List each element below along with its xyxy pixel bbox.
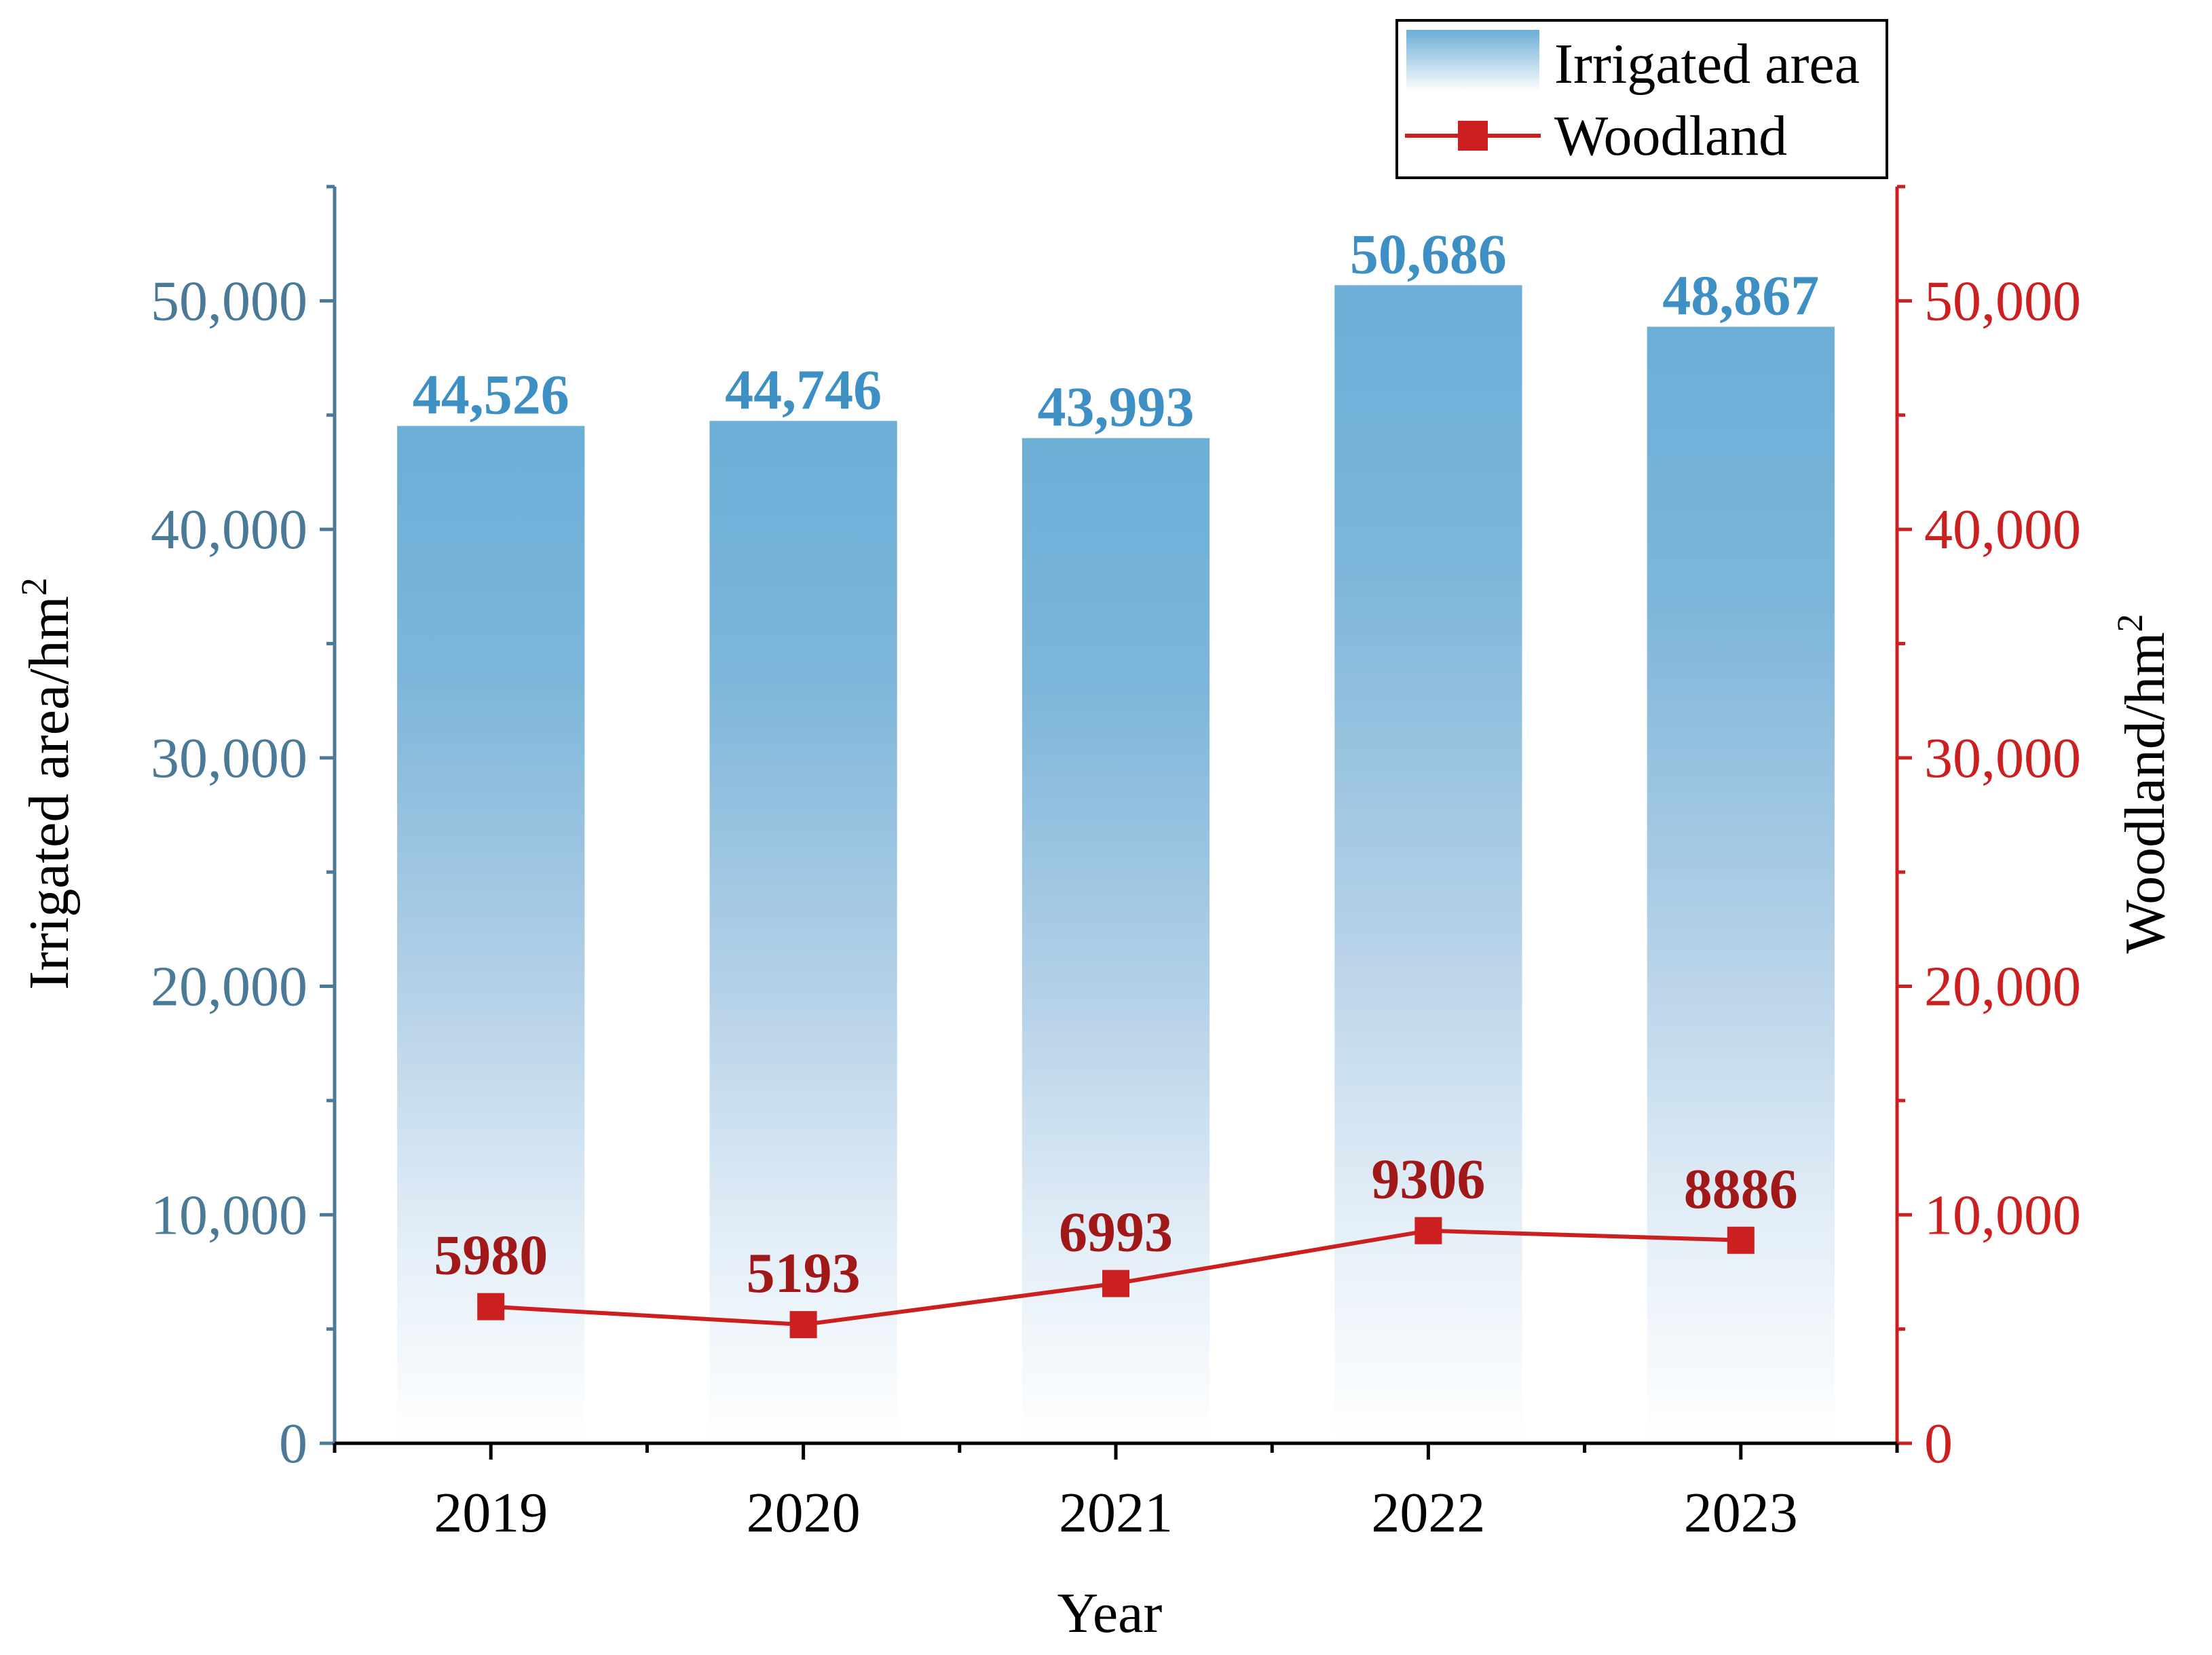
x-tick-label-2019: 2019 <box>434 1481 548 1544</box>
legend-marker-swatch <box>1458 121 1488 151</box>
y-left-tick-label: 10,000 <box>151 1183 307 1247</box>
woodland-marker-2023 <box>1727 1226 1755 1254</box>
bar-2019 <box>397 425 585 1443</box>
y-axis-left-title-superscript: 2 <box>14 577 54 596</box>
y-axis-left-title-text: Irrigated area/hm <box>18 596 81 990</box>
bar-value-label-2020: 44,746 <box>725 358 882 421</box>
bar-value-label-2021: 43,993 <box>1038 376 1195 439</box>
legend-bar-swatch <box>1406 30 1539 92</box>
line-layer <box>477 1217 1755 1339</box>
y-axis-right-title: Woodland/hm2 <box>2110 614 2177 954</box>
legend-label-woodland: Woodland <box>1554 104 1787 168</box>
bar-2022 <box>1334 285 1522 1443</box>
y-right-tick-label: 30,000 <box>1924 727 2081 790</box>
y-axis-right-title-superscript: 2 <box>2110 614 2150 632</box>
bar-value-label-2019: 44,526 <box>413 364 569 427</box>
woodland-value-label-2020: 5193 <box>747 1242 861 1305</box>
x-tick-label-2022: 2022 <box>1371 1481 1485 1544</box>
woodland-value-label-2022: 9306 <box>1371 1148 1485 1211</box>
labels-layer: 0 10,000 20,000 30,000 40,000 50,000 0 10,000 20… <box>151 223 2081 1544</box>
legend: Irrigated area Woodland <box>1395 19 1888 179</box>
woodland-marker-2021 <box>1102 1270 1129 1297</box>
woodland-marker-2020 <box>789 1311 817 1339</box>
woodland-marker-2019 <box>477 1293 505 1320</box>
woodland-value-label-2023: 8886 <box>1684 1158 1798 1221</box>
bar-value-label-2023: 48,867 <box>1662 265 1819 328</box>
y-left-tick-label: 40,000 <box>151 498 307 561</box>
woodland-value-label-2021: 6993 <box>1059 1201 1173 1264</box>
y-right-tick-label: 50,000 <box>1924 269 2081 332</box>
y-axis-left-title: Irrigated area/hm2 <box>14 577 81 990</box>
bars-layer <box>397 285 1835 1443</box>
y-left-tick-label: 30,000 <box>151 727 307 790</box>
woodland-marker-2022 <box>1414 1217 1442 1244</box>
y-left-tick-label: 20,000 <box>151 955 307 1019</box>
bar-value-label-2022: 50,686 <box>1350 223 1507 286</box>
y-left-tick-label: 50,000 <box>151 269 307 332</box>
y-right-tick-label: 0 <box>1924 1412 1953 1475</box>
y-axis-right-title-text: Woodland/hm <box>2114 632 2177 954</box>
x-axis-title: Year <box>1057 1582 1163 1645</box>
legend-label-irrigated: Irrigated area <box>1554 33 1860 96</box>
bar-2020 <box>709 421 897 1443</box>
x-tick-label-2023: 2023 <box>1684 1481 1798 1544</box>
x-tick-label-2020: 2020 <box>747 1481 861 1544</box>
axes-layer <box>320 185 1912 1460</box>
y-right-tick-label: 40,000 <box>1924 498 2081 561</box>
y-left-tick-label: 0 <box>279 1412 307 1475</box>
y-right-tick-label: 20,000 <box>1924 955 2081 1019</box>
y-right-tick-label: 10,000 <box>1924 1183 2081 1247</box>
bar-2023 <box>1647 326 1835 1443</box>
x-tick-label-2021: 2021 <box>1059 1481 1173 1544</box>
woodland-value-label-2019: 5980 <box>434 1224 548 1287</box>
